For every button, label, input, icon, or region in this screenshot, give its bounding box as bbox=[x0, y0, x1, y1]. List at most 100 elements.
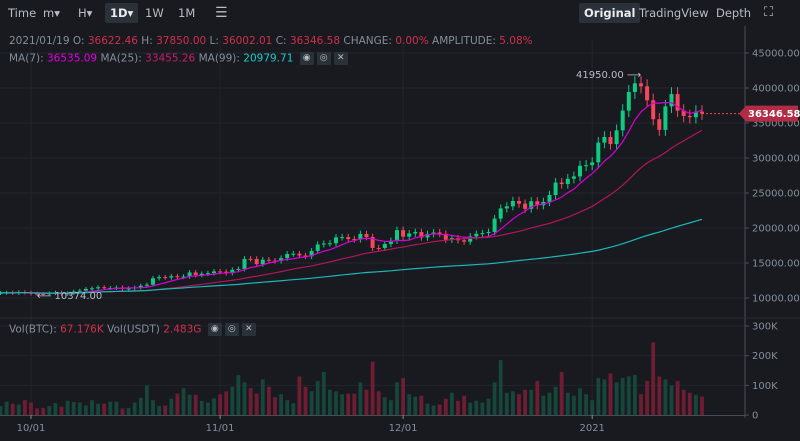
view-depth[interactable]: Depth bbox=[716, 6, 752, 20]
vol-usdt-value: 2.483G bbox=[163, 323, 202, 336]
volume-bar bbox=[303, 386, 308, 415]
volume-bar bbox=[10, 403, 15, 415]
eye-icon[interactable]: ◉ bbox=[207, 323, 222, 336]
volume-bar bbox=[132, 402, 137, 415]
volume-bar bbox=[248, 388, 253, 415]
candle-body bbox=[565, 178, 570, 185]
volume-bar bbox=[480, 402, 485, 415]
interval-1m[interactable]: 1M bbox=[178, 6, 196, 20]
interval-hour-dropdown[interactable]: H▾ bbox=[78, 6, 93, 20]
ma99-line bbox=[0, 218, 703, 294]
candle-body bbox=[90, 288, 94, 290]
volume-bar bbox=[614, 382, 619, 415]
candle-body bbox=[474, 233, 479, 237]
volume-bar bbox=[297, 376, 302, 415]
volume-bar bbox=[114, 401, 119, 415]
view-original[interactable]: Original bbox=[579, 3, 641, 23]
volume-tick-label: 200K bbox=[752, 351, 778, 362]
candle-body bbox=[657, 119, 662, 130]
candle-body bbox=[334, 237, 338, 244]
settings-icon[interactable]: ◎ bbox=[316, 52, 331, 65]
candle-body bbox=[144, 284, 149, 286]
volume-tick-label: 100K bbox=[752, 381, 778, 392]
toolbar: Time m▾ H▾ 1D▾ 1W 1M ☰ Original TradingV… bbox=[0, 0, 800, 26]
volume-bar bbox=[431, 405, 436, 415]
candle-body bbox=[370, 236, 375, 248]
close-value: 36346.58 bbox=[289, 35, 341, 47]
volume-bar bbox=[260, 379, 265, 415]
volume-bar bbox=[285, 400, 290, 415]
volume-bar bbox=[620, 377, 625, 415]
volume-bar bbox=[529, 389, 534, 415]
low-label: L: bbox=[209, 35, 219, 47]
settings-sliders-icon[interactable]: ☰ bbox=[215, 5, 228, 21]
candle-body bbox=[327, 243, 332, 245]
volume-bar bbox=[65, 400, 70, 415]
ma7-value: 36535.09 bbox=[47, 52, 98, 65]
volume-bar bbox=[364, 389, 369, 415]
volume-bar bbox=[187, 394, 192, 415]
close-icon[interactable]: ✕ bbox=[333, 52, 348, 65]
candle-body bbox=[504, 206, 509, 209]
eye-icon[interactable]: ◉ bbox=[299, 52, 314, 65]
close-icon[interactable]: ✕ bbox=[241, 323, 256, 336]
settings-icon[interactable]: ◎ bbox=[224, 323, 239, 336]
volume-bar bbox=[193, 394, 198, 415]
candle-body bbox=[71, 291, 76, 294]
volume-bar bbox=[608, 373, 613, 415]
candle-body bbox=[639, 83, 643, 87]
volume-bar bbox=[700, 396, 704, 415]
volume-bar bbox=[547, 392, 552, 415]
volume-bar bbox=[584, 394, 588, 415]
candle-body bbox=[248, 258, 253, 260]
min-price-marker: ⟵ 10374.00 bbox=[37, 291, 102, 302]
interval-1d-dropdown[interactable]: 1D▾ bbox=[105, 3, 139, 23]
change-value: 0.00% bbox=[395, 35, 429, 47]
candle-body bbox=[236, 268, 241, 270]
volume-bar bbox=[407, 394, 412, 415]
candle-body bbox=[395, 230, 399, 241]
candle-body bbox=[346, 237, 351, 240]
candle-body bbox=[443, 233, 448, 240]
high-value: 37850.00 bbox=[156, 35, 207, 47]
candle-body bbox=[193, 272, 198, 276]
volume-bar bbox=[517, 394, 521, 415]
volume-bar bbox=[504, 392, 509, 415]
candle-body bbox=[102, 287, 107, 289]
candle-body bbox=[498, 208, 503, 219]
candle-body bbox=[626, 91, 631, 111]
volume-bar bbox=[651, 342, 656, 415]
candle-body bbox=[376, 247, 381, 249]
candle-body bbox=[96, 287, 101, 289]
candle-body bbox=[175, 276, 180, 278]
candle-body bbox=[620, 110, 625, 131]
candle-body bbox=[83, 288, 88, 291]
interval-time[interactable]: Time bbox=[8, 6, 37, 20]
candle-body bbox=[321, 243, 326, 245]
volume-bar bbox=[462, 395, 466, 415]
candle-body bbox=[419, 232, 424, 238]
volume-bar bbox=[199, 400, 204, 415]
volume-bar bbox=[382, 397, 387, 415]
volume-bar bbox=[389, 400, 393, 415]
candle-body bbox=[578, 165, 582, 177]
volume-bar bbox=[0, 406, 3, 415]
volume-bar bbox=[633, 374, 637, 415]
ma7-label: MA(7): bbox=[9, 52, 44, 65]
volume-bar bbox=[687, 392, 692, 415]
candle-body bbox=[449, 238, 454, 240]
interval-1w[interactable]: 1W bbox=[145, 6, 164, 20]
volume-bar bbox=[340, 394, 344, 415]
ma99-label: MA(99): bbox=[198, 52, 240, 65]
view-tradingview[interactable]: TradingView bbox=[639, 6, 709, 20]
amplitude-label: AMPLITUDE: bbox=[432, 35, 496, 47]
candle-body bbox=[651, 100, 656, 120]
fullscreen-icon[interactable]: ⛶ bbox=[764, 5, 774, 20]
max-price-marker: 41950.00 ⟶ bbox=[576, 70, 641, 81]
interval-minute-dropdown[interactable]: m▾ bbox=[43, 6, 60, 20]
price-tick-label: 15000.00 bbox=[752, 259, 800, 270]
candle-body bbox=[260, 259, 265, 265]
ma7-line bbox=[0, 101, 703, 295]
ma25-value: 33455.26 bbox=[145, 52, 196, 65]
